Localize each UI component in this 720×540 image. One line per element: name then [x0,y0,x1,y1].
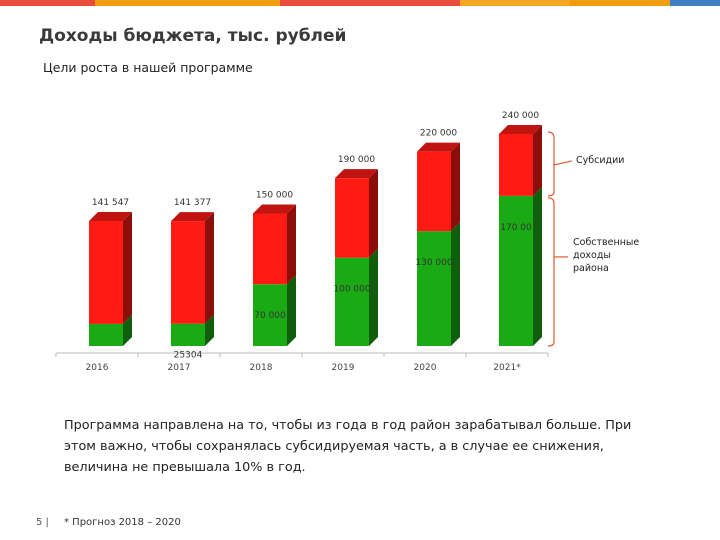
total-value-label: 240 000 [502,111,539,121]
bar-own-income [89,323,123,346]
subsidy-bracket-pointer [553,160,573,166]
stripe-segment [460,0,570,6]
subsidy-bracket [547,131,555,197]
legend-own-income-label: района [573,263,609,274]
stripe-segment [0,0,95,6]
bar-own-income [417,231,451,346]
own-income-value-label: 130 000 [415,258,452,268]
bar-own-income [171,323,205,346]
x-tick-label: 2017 [168,363,191,373]
own-income-value-label: 100 000 [333,285,370,295]
bar-subsidy-side [287,204,296,285]
total-value-label: 141 377 [174,198,211,208]
stripe-segment [670,0,720,6]
bar-subsidy-side [369,169,378,258]
x-tick-label: 2020 [414,363,437,373]
bar-own-income [335,257,369,346]
bar-top-face [253,204,296,214]
legend-own-income-label: Собственные [573,237,639,248]
bar-top-face [89,211,132,221]
bar-own-income-side [451,222,460,346]
own-income-value-label: 170 00 [500,223,532,233]
top-color-stripe [0,0,720,6]
x-tick-label: 2021* [493,363,521,373]
total-value-label: 150 000 [256,191,293,201]
bar-subsidy [171,221,205,324]
bar-top-face [499,125,542,134]
bar-subsidy-side [533,125,542,196]
forecast-footnote: * Прогноз 2018 – 2020 [64,517,181,528]
bar-subsidy-side [123,211,132,324]
bar-subsidy [335,178,369,258]
bar-subsidy [253,213,287,285]
page-title: Доходы бюджета, тыс. рублей [39,26,347,46]
bar-subsidy [89,220,123,324]
stripe-segment [95,0,280,6]
x-tick-label: 2019 [332,363,355,373]
bar-subsidy [417,151,451,232]
stripe-segment [280,0,460,6]
total-value-label: 190 000 [338,155,375,165]
page-number: 5 | [36,517,49,528]
legend-subsidies-label: Субсидии [576,155,624,166]
legend-own-income-label: доходы [573,250,611,261]
bar-own-income-side [123,314,132,346]
bar-top-face [417,142,460,152]
own-income-value-label: 25304 [174,351,203,361]
own-income-bracket [547,197,555,347]
bar-top-face [335,169,378,179]
stacked-bar-chart: 141 547 2016 141 377 25304 2017 150 000 70 000… [55,111,639,373]
bar-own-income [253,284,287,346]
bar-subsidy [499,134,533,196]
stripe-segment [570,0,670,6]
bar-subsidy-side [205,212,214,324]
bar-own-income-side [533,186,542,346]
total-value-label: 141 547 [92,198,129,208]
bar-subsidy-side [451,142,460,232]
page-subtitle: Цели роста в нашей программе [43,60,253,75]
bar-own-income-side [205,314,214,346]
own-income-value-label: 70 000 [254,311,286,321]
x-tick-label: 2018 [250,363,273,373]
total-value-label: 220 000 [420,129,457,139]
bar-own-income [499,195,533,346]
x-tick-label: 2016 [86,363,109,373]
bar-own-income-side [287,275,296,346]
bar-top-face [171,212,214,222]
description-text: Программа направлена на то, чтобы из год… [64,418,632,475]
bar-own-income-side [369,248,378,346]
